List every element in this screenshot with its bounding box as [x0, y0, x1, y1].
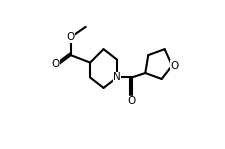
Text: N: N [113, 72, 121, 83]
Text: O: O [128, 96, 136, 106]
Text: O: O [51, 59, 59, 69]
Text: O: O [170, 60, 178, 71]
Text: O: O [67, 32, 75, 42]
